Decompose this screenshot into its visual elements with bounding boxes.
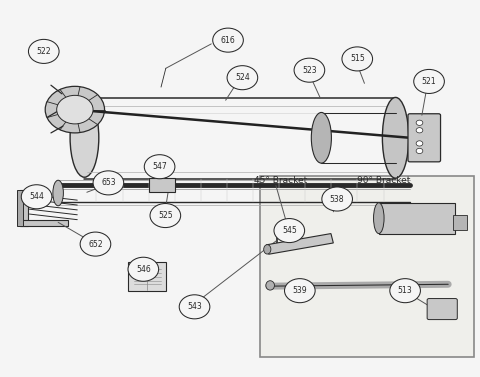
Circle shape <box>416 120 423 126</box>
Text: 522: 522 <box>36 47 51 56</box>
Circle shape <box>179 295 210 319</box>
Bar <box>453 215 468 230</box>
Circle shape <box>322 187 352 211</box>
Circle shape <box>390 279 420 303</box>
Text: 539: 539 <box>292 286 307 295</box>
Circle shape <box>274 219 305 242</box>
Circle shape <box>21 185 52 209</box>
Text: 525: 525 <box>158 211 173 220</box>
Text: 524: 524 <box>235 73 250 82</box>
Ellipse shape <box>383 97 408 178</box>
Circle shape <box>28 39 59 63</box>
Circle shape <box>416 128 423 133</box>
Text: 90° Bracket: 90° Bracket <box>357 176 410 185</box>
Circle shape <box>294 58 324 82</box>
Ellipse shape <box>312 112 331 163</box>
Circle shape <box>80 232 111 256</box>
Bar <box>17 190 23 226</box>
Bar <box>20 190 28 226</box>
Circle shape <box>93 171 124 195</box>
Circle shape <box>57 95 93 124</box>
Text: 545: 545 <box>282 226 297 235</box>
Circle shape <box>144 155 175 179</box>
Ellipse shape <box>264 245 271 254</box>
Text: 616: 616 <box>221 36 235 44</box>
Polygon shape <box>266 234 333 254</box>
Ellipse shape <box>266 281 275 290</box>
Bar <box>379 203 456 234</box>
Text: 653: 653 <box>101 178 116 187</box>
Bar <box>20 221 68 226</box>
Circle shape <box>128 257 158 281</box>
Ellipse shape <box>373 203 384 234</box>
Circle shape <box>416 141 423 146</box>
Ellipse shape <box>70 98 99 177</box>
Text: 523: 523 <box>302 66 317 75</box>
Circle shape <box>414 69 444 93</box>
FancyBboxPatch shape <box>260 176 474 357</box>
Text: 543: 543 <box>187 302 202 311</box>
Text: 538: 538 <box>330 195 345 204</box>
Circle shape <box>416 148 423 153</box>
Circle shape <box>213 28 243 52</box>
Text: 544: 544 <box>29 192 44 201</box>
Circle shape <box>285 279 315 303</box>
Bar <box>149 178 175 192</box>
Text: 521: 521 <box>421 77 436 86</box>
Text: 652: 652 <box>88 240 103 248</box>
FancyBboxPatch shape <box>427 299 457 320</box>
Circle shape <box>342 47 372 71</box>
Circle shape <box>45 86 105 133</box>
Text: 45° Bracket: 45° Bracket <box>254 176 307 185</box>
Circle shape <box>227 66 258 90</box>
Text: 547: 547 <box>152 162 167 171</box>
FancyBboxPatch shape <box>128 262 166 291</box>
Text: 513: 513 <box>398 286 412 295</box>
Circle shape <box>150 204 180 228</box>
Text: 515: 515 <box>350 54 365 63</box>
Text: 546: 546 <box>136 265 151 274</box>
Ellipse shape <box>53 180 63 206</box>
FancyBboxPatch shape <box>408 114 441 162</box>
